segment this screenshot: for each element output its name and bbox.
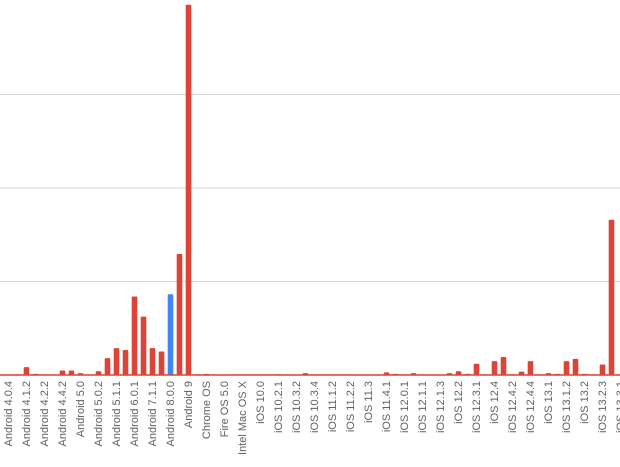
- x-tick-label: iOS 12.1.1: [417, 381, 429, 433]
- x-tick-label: iOS 10.2.1: [273, 381, 285, 433]
- x-tick-label: Android 4.1.2: [21, 381, 33, 446]
- x-tick-label: Android 4.0.4: [3, 381, 15, 446]
- bar-ios-12-2[interactable]: [455, 371, 462, 375]
- bar-android-4-4-4[interactable]: [68, 370, 75, 375]
- bar-ios-12-4-1[interactable]: [500, 357, 507, 375]
- x-tick-label: iOS 12.3.1: [471, 381, 483, 433]
- bar-ios-12-4[interactable]: [491, 361, 498, 375]
- x-tick-label: iOS 13.1.2: [561, 381, 573, 433]
- x-tick-label: iOS 13.3.1: [615, 381, 620, 433]
- x-tick-label: Fire OS 5.0: [219, 381, 231, 437]
- x-tick-label: Android 8.0.0: [165, 381, 177, 446]
- bar-android-7-0[interactable]: [140, 316, 147, 375]
- bar-android-7-1-1[interactable]: [149, 348, 156, 375]
- bar-ios-12-4-4[interactable]: [527, 361, 534, 375]
- bar-android-5-1-1[interactable]: [113, 348, 120, 375]
- x-tick-label: iOS 13.2: [579, 381, 591, 424]
- x-tick-label: iOS 12.0.1: [399, 381, 411, 433]
- bar-ios-13-2-3[interactable]: [599, 364, 606, 375]
- x-tick-label: iOS 12.4: [489, 381, 501, 424]
- bar-android-5-1[interactable]: [104, 358, 111, 375]
- bar-android-8-1-0[interactable]: [176, 253, 183, 375]
- bar-ios-13-3[interactable]: [608, 219, 615, 375]
- bar-ios-12-3-1[interactable]: [473, 363, 480, 375]
- x-tick-label: Android 5.1.1: [111, 381, 123, 446]
- bars: [5, 4, 620, 376]
- bar-android-6-0-1[interactable]: [131, 296, 138, 375]
- x-tick-label: iOS 11.2.2: [345, 381, 357, 432]
- x-tick-label: iOS 10.3.4: [309, 381, 321, 433]
- x-tick-label: Android 4.4.2: [57, 381, 69, 446]
- x-tick-label: Android 7.1.1: [147, 381, 159, 446]
- x-tick-label: Android 5.0: [75, 381, 87, 437]
- x-tick-label: Android 5.0.2: [93, 381, 105, 446]
- bar-android-9[interactable]: [185, 4, 192, 376]
- x-tick-labels: Android 4.0.4 Android 4.1.2 Android 4.2.2 A…: [3, 380, 620, 455]
- x-tick-label: iOS 12.2: [453, 381, 465, 424]
- x-tick-label: Android 9: [183, 381, 195, 428]
- bar-android-4-4-2[interactable]: [59, 370, 66, 375]
- bar-ios-13-1-3[interactable]: [572, 358, 579, 375]
- x-tick-label: iOS 11.3: [363, 381, 375, 423]
- bar-android-7-1-2[interactable]: [158, 351, 165, 375]
- x-tick-label: iOS 12.4.4: [525, 381, 537, 433]
- bar-android-6-0[interactable]: [122, 349, 129, 375]
- x-tick-label: Intel Mac OS X: [237, 380, 249, 455]
- x-tick-label: Android 6.0.1: [129, 381, 141, 446]
- bar-android-5-0-2[interactable]: [95, 371, 102, 375]
- x-tick-label: iOS 10.3.2: [291, 381, 303, 433]
- bar-android-4-1-2[interactable]: [23, 367, 30, 375]
- bar-ios-13-1-2[interactable]: [563, 361, 570, 375]
- bar-ios-12-4-3[interactable]: [518, 371, 525, 375]
- gridlines: [0, 94, 620, 282]
- bar-android-8-0-0[interactable]: [167, 294, 174, 375]
- x-tick-label: iOS 11.4.1: [381, 381, 393, 432]
- x-tick-label: iOS 10.0: [255, 381, 267, 424]
- x-tick-label: iOS 12.1.3: [435, 381, 447, 433]
- x-tick-label: Android 4.2.2: [39, 381, 51, 446]
- x-tick-label: iOS 13.1: [543, 381, 555, 424]
- x-tick-label: Chrome OS: [201, 381, 213, 439]
- x-tick-label: iOS 12.4.2: [507, 381, 519, 433]
- x-tick-label: iOS 11.1.2: [327, 381, 339, 432]
- x-tick-label: iOS 13.2.3: [597, 381, 609, 433]
